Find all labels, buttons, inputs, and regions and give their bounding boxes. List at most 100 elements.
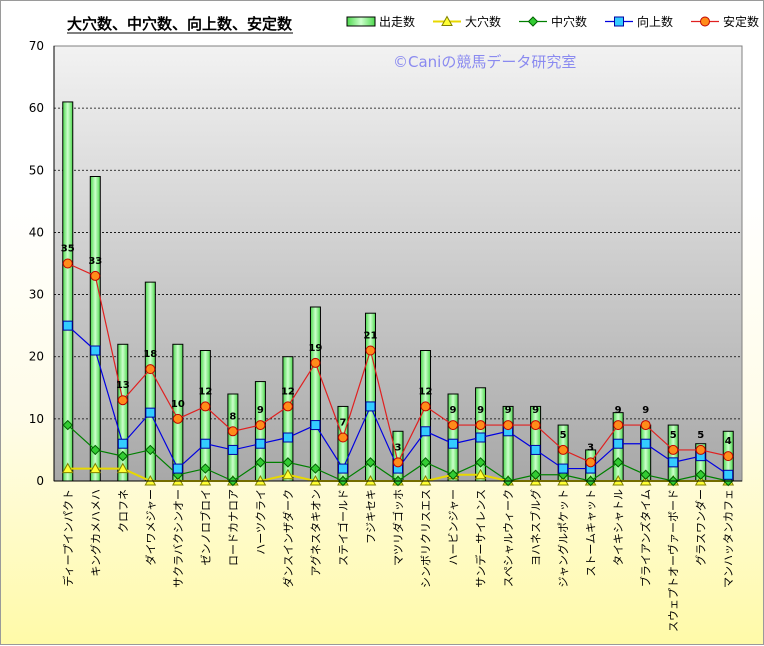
bar [502,405,514,482]
y-axis: 0 10 20 30 40 50 60 70 [29,39,55,488]
data-point [558,463,569,474]
data-label: 5 [560,430,567,441]
data-point [420,401,431,412]
data-label: 9 [477,405,484,416]
data-label: 5 [697,430,704,441]
plot-area [53,45,743,482]
data-point [90,444,101,456]
x-tick-label: マンハッタンカフェ [722,489,735,588]
data-label: 7 [339,418,346,429]
data-label: 21 [364,331,378,342]
x-tick-label: クロフネ [117,489,130,533]
data-point [310,463,321,474]
x-tick-label: サクラバクシンオー [172,489,185,588]
data-point [668,457,679,468]
x-tick-label: ストームキャット [585,489,598,577]
data-point [393,457,403,468]
data-point [337,432,348,443]
data-point [172,463,183,474]
legend-swatch [346,16,376,27]
x-tick-label: ヨハネスブルグ [529,489,543,566]
data-label: 9 [642,405,649,416]
y-tick-label: 70 [29,39,44,53]
data-point [447,469,459,480]
data-point [282,468,294,480]
data-label: 8 [229,411,236,422]
x-tick-label: ジャングルポケット [556,489,570,587]
x-tick-label: ハーツクライ [254,489,267,555]
x-tick-label: ダイワメジャー [143,489,157,565]
data-label: 9 [257,405,264,416]
data-labels: 35 33 13 18 10 12 8 9 12 19 7 21 3 12 9 9 9 9 5 3 9 9 5 5 4 [61,244,732,454]
data-point [255,438,266,449]
data-label: 5 [670,430,677,441]
data-point [90,270,101,281]
data-point [200,401,211,412]
legend-marker [614,16,624,27]
y-tick-label: 60 [29,101,44,115]
data-point [612,457,624,468]
data-point [530,444,541,455]
x-tick-label: アグネスタキオン [308,489,322,576]
data-label: 12 [419,386,433,397]
data-point [62,320,73,331]
data-label: 18 [143,349,157,360]
legend-marker [441,15,453,26]
data-point [723,469,734,480]
bar [199,350,211,482]
data-point [62,258,73,269]
data-point [640,438,651,449]
data-label: 35 [61,244,75,255]
y-tick-label: 30 [29,288,44,302]
data-point [420,426,431,437]
data-point [227,444,238,455]
legend-label: 中穴数 [551,14,587,29]
gridlines [54,107,742,420]
data-point [448,438,459,449]
bar [89,176,101,482]
data-point [585,457,596,468]
bar [309,306,321,482]
data-point [420,457,431,468]
x-tick-label: キングカメハメハ [88,489,102,577]
data-point [145,407,156,418]
data-point [310,357,321,368]
x-tick-label: グラスワンダー [694,489,708,566]
data-point [282,432,293,443]
x-axis: ディープインパクト キングカメハメハ クロフネ ダイワメジャー サクラバクシンオー ゼンノ… [54,480,742,632]
x-tick-label: ハービンジャー [447,489,460,565]
data-point [365,401,376,412]
data-point [117,450,129,462]
legend-label: 大穴数 [465,14,501,29]
data-label: 9 [450,405,457,416]
data-point [365,457,376,468]
data-label: 3 [587,442,594,453]
data-point [200,463,211,474]
watermark-text: ©Caniの競馬データ研究室 [393,53,576,71]
legend-label: 向上数 [637,14,673,29]
data-label: 9 [615,405,622,416]
data-point [475,432,486,443]
data-point [255,457,266,468]
legend-label: 安定数 [723,14,759,29]
data-point [61,462,74,474]
data-point [530,469,541,480]
x-tick-label: ダンスインザダーク [281,489,295,588]
data-point [172,413,183,424]
legend-marker [527,16,539,27]
x-tick-label: スペシャルウィーク [502,489,515,587]
data-point [145,444,156,456]
data-point [62,419,73,431]
y-tick-label: 0 [36,474,44,488]
data-point [668,444,679,455]
x-tick-label: サンデーサイレンス [474,489,488,588]
data-point [613,438,624,449]
data-point [558,444,569,455]
x-tick-label: ロードカナロア [227,489,240,566]
y-tick-label: 20 [29,350,44,364]
data-point [474,468,487,480]
bar [227,393,239,482]
data-point [503,420,514,431]
